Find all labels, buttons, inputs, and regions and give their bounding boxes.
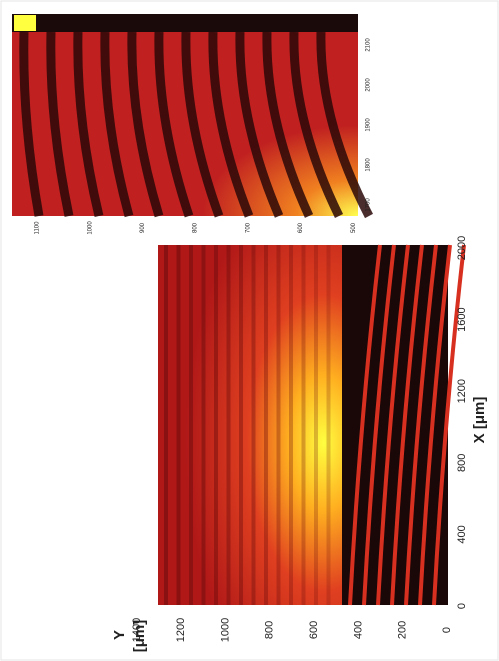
x-tick-label: 1600 — [456, 307, 468, 331]
inset-tick-label: 1800 — [366, 158, 372, 172]
fringe — [46, 31, 74, 217]
fringe — [432, 244, 466, 606]
fringe — [208, 31, 254, 218]
y-tick-label: 400 — [352, 621, 364, 639]
fringe — [19, 31, 44, 217]
x-label: X [μm] — [471, 397, 488, 444]
x-tick-label: 0 — [456, 603, 468, 609]
y-tick-label: 0 — [441, 627, 453, 633]
fringe — [264, 245, 268, 605]
fringe — [164, 245, 168, 605]
fringe — [276, 245, 281, 605]
inset-tick-label: 2100 — [366, 38, 372, 52]
y-tick-label: 1200 — [175, 618, 187, 642]
y-tick-label: 1400 — [131, 618, 143, 642]
fringe — [189, 245, 193, 605]
x-tick-label: 2000 — [456, 236, 468, 260]
fringe — [289, 245, 293, 605]
inset-band — [12, 14, 358, 32]
inset-tick-label: 800 — [193, 222, 199, 233]
fringe — [235, 31, 284, 218]
fringe — [181, 31, 224, 218]
fringe — [100, 31, 134, 218]
y-tick-label: 200 — [397, 621, 409, 639]
fringe — [314, 245, 318, 605]
fringe — [404, 244, 438, 606]
inset-plot — [12, 14, 373, 219]
fringe — [326, 245, 331, 605]
fringe — [301, 245, 306, 605]
fringe — [239, 245, 243, 605]
fringe — [289, 31, 344, 218]
x-tick-label: 800 — [456, 454, 468, 472]
fringe — [251, 245, 256, 605]
fringe — [176, 245, 181, 605]
fringe — [127, 31, 164, 218]
y-tick-label: 800 — [264, 621, 276, 639]
fringe — [390, 244, 424, 606]
inset-tick-label: 600 — [298, 222, 304, 233]
inset-tick-label: 2000 — [366, 78, 372, 92]
y-tick-label: 1000 — [219, 618, 231, 642]
x-tick-label: 400 — [456, 525, 468, 543]
inset-tick-label: 700 — [245, 222, 251, 233]
inset-tick-label: 1100 — [35, 221, 41, 235]
fringe — [376, 244, 410, 606]
fringe — [418, 244, 452, 606]
x-tick-label: 1200 — [456, 379, 468, 403]
fringe — [201, 245, 206, 605]
fringe — [316, 31, 373, 219]
y-label-unit: [μm] — [131, 620, 148, 653]
y-label: Y — [111, 630, 128, 640]
fringe — [214, 245, 218, 605]
y-tick-label: 600 — [308, 621, 320, 639]
fringe — [154, 31, 194, 218]
inset-tick-label: 1000 — [87, 221, 93, 235]
inset-tick-label: 900 — [140, 222, 146, 233]
fringe — [348, 244, 382, 606]
inset-tick-label: 500 — [351, 222, 357, 233]
fringe — [226, 245, 231, 605]
upper-field — [158, 245, 342, 605]
fringe — [262, 31, 314, 218]
main-plot — [158, 244, 466, 606]
fringe — [73, 31, 104, 218]
inset-tick-label: 1900 — [366, 118, 372, 132]
inset-tick-label: 1700 — [366, 198, 372, 212]
inset-marker — [14, 15, 36, 31]
fringe — [362, 244, 396, 606]
